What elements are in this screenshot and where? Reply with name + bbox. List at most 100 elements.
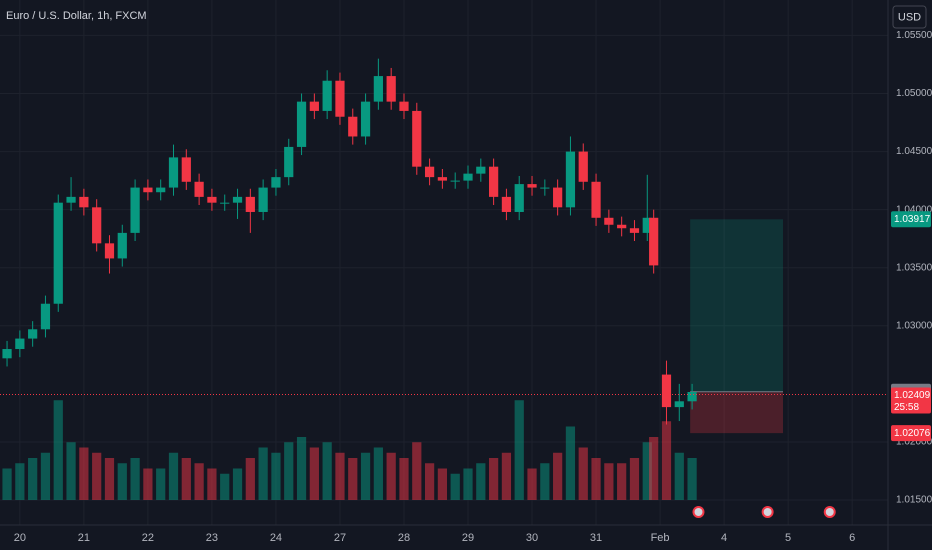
- candle-body: [412, 110, 422, 167]
- candle-body: [424, 166, 435, 178]
- candle-body: [309, 101, 319, 111]
- candle-body: [53, 202, 63, 304]
- y-tick-label: 1.02000: [896, 437, 932, 448]
- volume-bar: [284, 442, 294, 500]
- x-tick-label: Feb: [651, 532, 670, 544]
- candle-body: [348, 116, 358, 137]
- candle-body: [617, 224, 627, 229]
- candle-body: [284, 146, 294, 178]
- candle-body: [527, 184, 537, 188]
- x-tick-label: 4: [721, 532, 727, 544]
- volume-bar: [674, 452, 684, 500]
- volume-bar: [553, 452, 563, 500]
- candle-body: [649, 217, 659, 266]
- candle-body: [463, 173, 473, 181]
- x-tick-label: 31: [590, 532, 602, 544]
- volume-bar: [232, 468, 243, 500]
- candle-body: [2, 349, 12, 359]
- volume-bar: [450, 473, 460, 500]
- volume-bar: [642, 442, 652, 500]
- volume-bar: [617, 463, 627, 500]
- volume-bar: [322, 442, 332, 500]
- stop-zone: [690, 391, 784, 434]
- volume-bar: [687, 458, 697, 500]
- candle-body: [156, 187, 166, 193]
- volume-bar: [629, 458, 640, 500]
- volume-bar: [181, 458, 191, 500]
- candle-body: [360, 101, 371, 137]
- volume-bar: [501, 452, 512, 500]
- event-flag: [694, 508, 703, 516]
- volume-bar: [565, 426, 576, 500]
- volume-bar: [540, 463, 550, 500]
- volume-bar: [296, 437, 307, 500]
- chart-title: Euro / U.S. Dollar, 1h, FXCM: [6, 10, 147, 22]
- y-tick-label: 1.01500: [896, 495, 932, 506]
- event-flag: [763, 508, 772, 516]
- candle-body: [476, 166, 486, 174]
- candle-body: [181, 157, 191, 182]
- x-tick-label: 24: [270, 532, 282, 544]
- candle-body: [104, 243, 115, 259]
- volume-bar: [335, 452, 345, 500]
- candle-body: [40, 303, 51, 330]
- currency-label[interactable]: USD: [898, 11, 921, 23]
- candle-body: [437, 177, 448, 181]
- candle-body: [661, 374, 672, 408]
- x-tick-label: 21: [78, 532, 90, 544]
- candle-body: [489, 166, 499, 197]
- volume-bar: [245, 458, 255, 500]
- volume-bar: [130, 458, 140, 500]
- candle-body: [66, 196, 76, 203]
- x-tick-label: 20: [14, 532, 26, 544]
- volume-bar: [117, 463, 127, 500]
- candle-body: [386, 76, 396, 102]
- volume-bar: [604, 463, 614, 500]
- y-tick-label: 1.03500: [896, 262, 932, 273]
- volume-bar: [527, 468, 537, 500]
- candle-body: [232, 196, 243, 203]
- volume-bar: [661, 421, 672, 500]
- candle-body: [335, 80, 345, 117]
- volume-bar: [194, 463, 204, 500]
- volume-bar: [2, 468, 12, 500]
- x-tick-label: 27: [334, 532, 346, 544]
- candle-body: [322, 80, 332, 111]
- candle-body: [130, 187, 140, 233]
- volume-bar: [79, 447, 89, 500]
- currency-button[interactable]: [892, 5, 927, 29]
- target-zone: [690, 219, 784, 392]
- candle-body: [565, 151, 576, 208]
- volume-bar: [53, 400, 63, 500]
- x-tick-label: 29: [462, 532, 474, 544]
- volume-bar: [156, 468, 166, 500]
- candle-body: [501, 196, 512, 212]
- candle-body: [220, 202, 230, 204]
- target-badge: [891, 211, 931, 228]
- volume-bar: [373, 447, 383, 500]
- grid: [0, 0, 888, 525]
- volume-bar: [437, 468, 448, 500]
- volume-bar: [649, 437, 659, 500]
- candle-body: [687, 392, 697, 402]
- volume-bar: [489, 458, 499, 500]
- axes: 1.05500 1.05000 1.04500 1.04000 1.03500 1.030…: [14, 30, 932, 544]
- candle-body: [591, 181, 601, 218]
- event-flag: [825, 508, 834, 516]
- candle-body: [373, 76, 383, 102]
- volume-bar: [309, 447, 319, 500]
- y-tick-label: 1.04500: [896, 146, 932, 157]
- volume-bar: [15, 463, 25, 500]
- volume-bar: [207, 468, 217, 500]
- volume-bar: [514, 400, 524, 500]
- volume-bar: [424, 463, 435, 500]
- candle-body: [399, 101, 409, 111]
- x-tick-label: 5: [785, 532, 791, 544]
- volume-bar: [66, 442, 76, 500]
- candle-body: [296, 101, 307, 147]
- stop-badge: [891, 425, 931, 442]
- candle-body: [271, 177, 281, 188]
- plot: [0, 58, 888, 520]
- x-tick-label: 6: [849, 532, 855, 544]
